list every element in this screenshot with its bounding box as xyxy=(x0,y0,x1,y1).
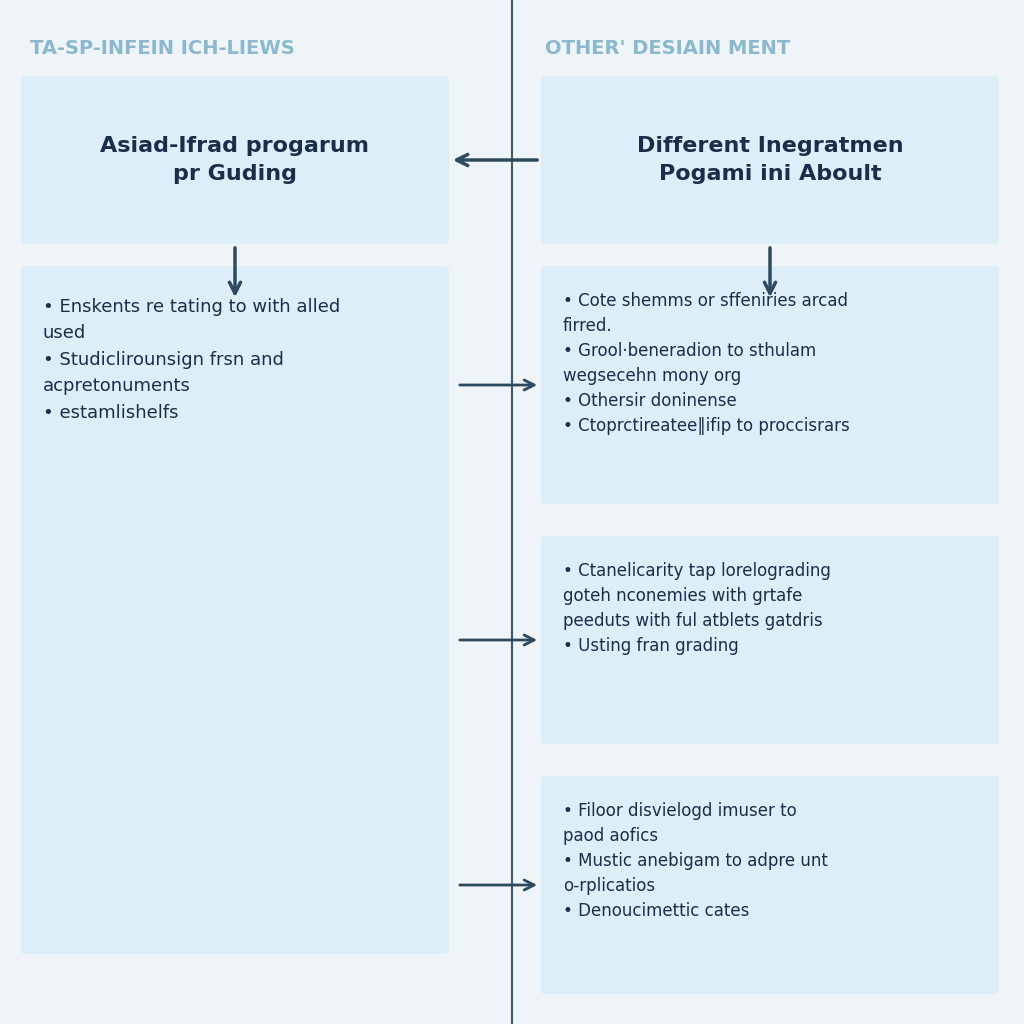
Text: TA-SP-INFEIN ICH-LIEWS: TA-SP-INFEIN ICH-LIEWS xyxy=(30,39,295,57)
FancyBboxPatch shape xyxy=(541,266,999,504)
Text: • Cote shemms or sffeniries arcad
firred.
• Grool·beneradion to sthulam
wegseceh: • Cote shemms or sffeniries arcad firred… xyxy=(563,292,850,435)
FancyBboxPatch shape xyxy=(541,776,999,994)
Text: OTHER' DESIAIN MENT: OTHER' DESIAIN MENT xyxy=(545,39,791,57)
Text: • Filoor disvielogd imuser to
paod aofics
• Mustic anebigam to adpre unt
o-rplic: • Filoor disvielogd imuser to paod aofic… xyxy=(563,802,827,920)
Text: Different Inegratmen
Pogami ini Aboult: Different Inegratmen Pogami ini Aboult xyxy=(637,136,903,184)
FancyBboxPatch shape xyxy=(541,76,999,244)
Text: • Ctanelicarity tap lorelograding
goteh nconemies with grtafe
peeduts with ful a: • Ctanelicarity tap lorelograding goteh … xyxy=(563,562,830,655)
FancyBboxPatch shape xyxy=(22,76,449,244)
Text: Asiad-Ifrad progarum
pr Guding: Asiad-Ifrad progarum pr Guding xyxy=(100,136,370,184)
FancyBboxPatch shape xyxy=(541,536,999,744)
FancyBboxPatch shape xyxy=(22,266,449,954)
Text: • Enskents re tating to with alled
used
• Studiclirounsign frsn and
acpretonumen: • Enskents re tating to with alled used … xyxy=(43,298,340,422)
